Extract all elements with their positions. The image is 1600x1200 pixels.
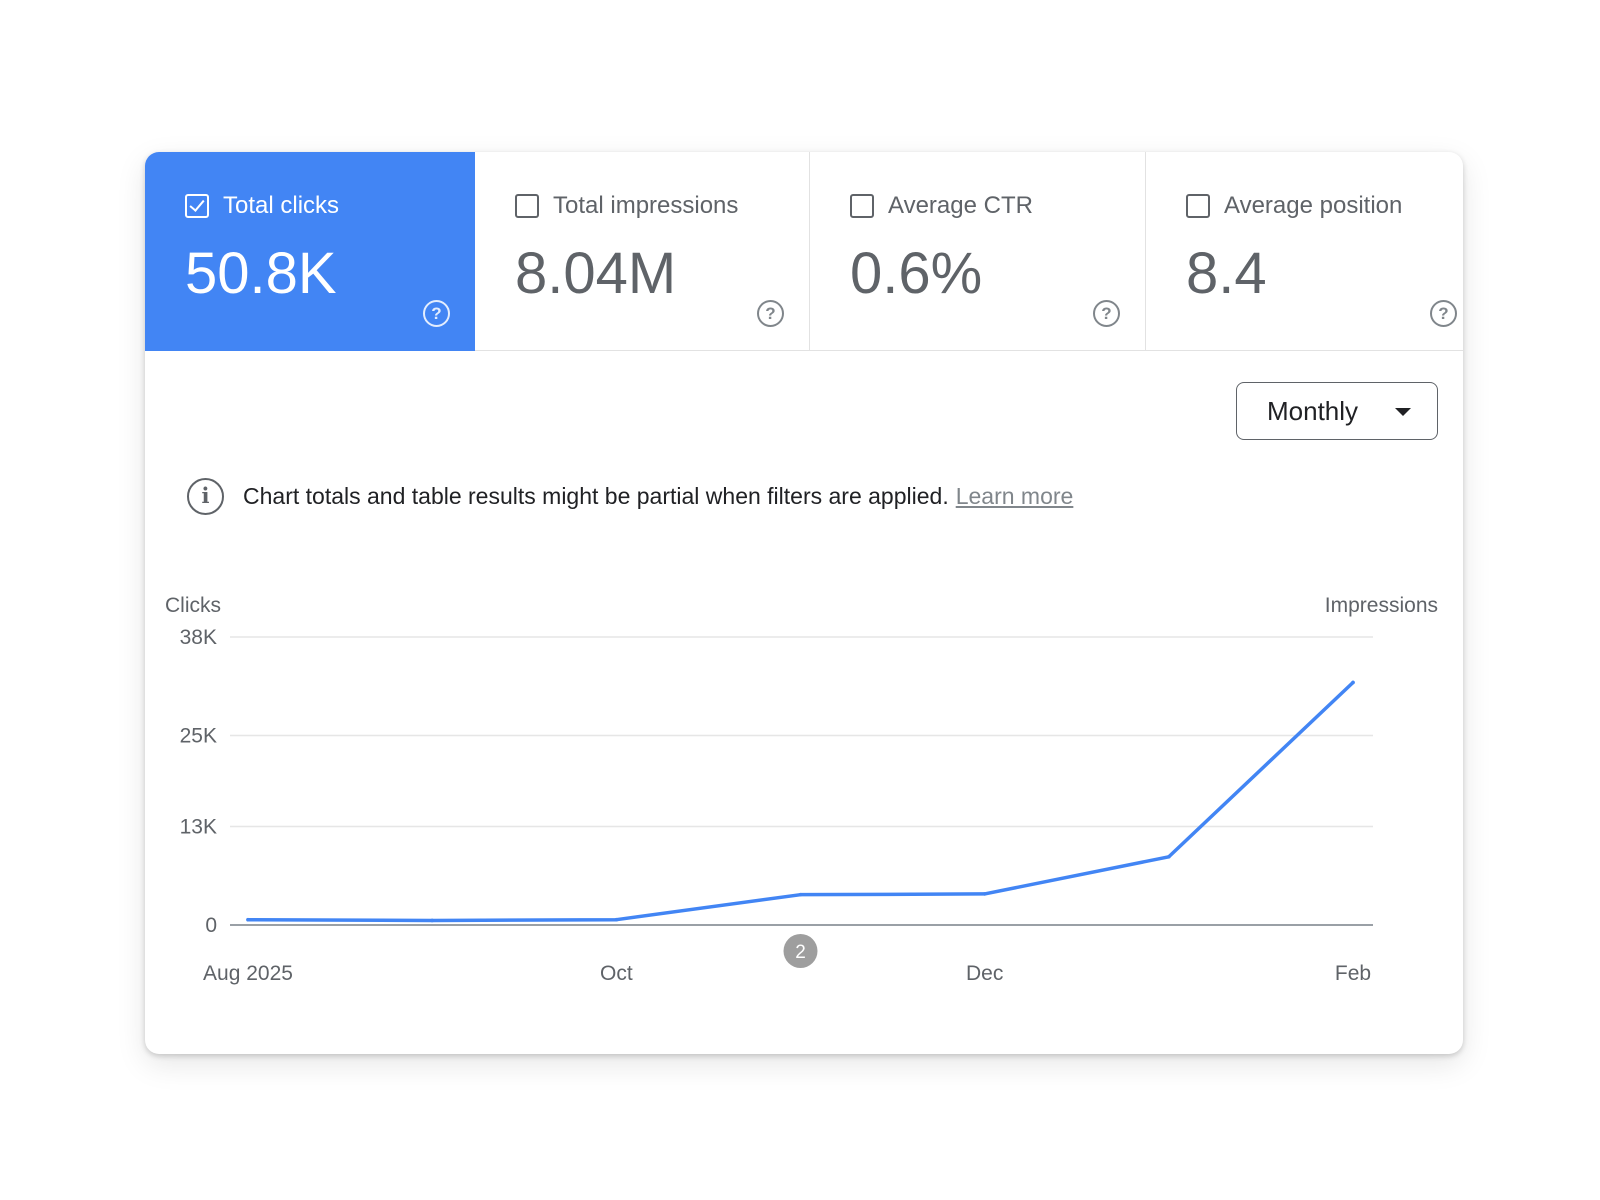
filter-notice: i Chart totals and table results might b… [187, 477, 1073, 515]
data-point [1167, 854, 1171, 859]
metric-tile-total-impressions[interactable]: Total impressions 8.04M ? [475, 152, 810, 351]
data-point [430, 918, 434, 923]
help-circle-icon[interactable]: ? [757, 300, 784, 327]
granularity-dropdown[interactable]: Monthly [1236, 382, 1438, 440]
y-axis-title-left: Clicks [165, 594, 221, 617]
metric-tile-average-position[interactable]: Average position 8.4 ? [1146, 152, 1463, 351]
annotation-marker-label: 2 [795, 942, 806, 963]
performance-card: Total clicks 50.8K ? Total impressions 8… [145, 152, 1463, 1054]
data-point [1351, 680, 1355, 685]
metric-value: 50.8K [185, 241, 337, 306]
data-point [798, 892, 803, 897]
y-tick-label: 25K [180, 725, 217, 748]
metric-label: Total impressions [553, 192, 739, 219]
metric-label: Total clicks [223, 192, 340, 219]
y-tick-label: 0 [205, 914, 217, 937]
data-point [614, 917, 619, 922]
checkbox-unchecked-icon[interactable] [1186, 194, 1210, 218]
metric-tile-total-clicks[interactable]: Total clicks 50.8K ? [145, 152, 475, 351]
data-point [982, 892, 987, 896]
checkbox-checked-icon[interactable] [185, 194, 209, 218]
x-tick-label: Aug 2025 [203, 962, 293, 985]
metric-tiles: Total clicks 50.8K ? Total impressions 8… [145, 152, 1463, 351]
info-icon: i [187, 477, 224, 515]
metric-value: 8.4 [1186, 241, 1267, 306]
x-tick-label: Feb [1335, 962, 1371, 985]
learn-more-link[interactable]: Learn more [955, 482, 1074, 509]
metric-value: 8.04M [515, 241, 677, 306]
annotation-marker [783, 934, 818, 968]
metric-label: Average position [1224, 192, 1403, 219]
clicks-line-chart: Clicks Impressions 0 13K 25K 38K Aug 2025 Oc… [165, 594, 1438, 985]
metric-tile-average-ctr[interactable]: Average CTR 0.6% ? [810, 152, 1146, 351]
checkbox-unchecked-icon[interactable] [850, 194, 874, 218]
metric-label: Average CTR [888, 192, 1033, 219]
metric-value: 0.6% [850, 241, 983, 306]
checkbox-unchecked-icon[interactable] [515, 194, 539, 218]
help-circle-icon[interactable]: ? [1430, 300, 1457, 327]
help-circle-icon[interactable]: ? [423, 300, 450, 327]
y-axis-title-right: Impressions [1325, 594, 1438, 617]
x-tick-label: Dec [966, 962, 1003, 985]
y-tick-label: 38K [180, 626, 217, 649]
arrow-drop-down-icon [1395, 408, 1411, 416]
notice-text: Chart totals and table results might be … [243, 482, 949, 509]
x-tick-label: Oct [600, 962, 633, 985]
y-tick-label: 13K [180, 815, 217, 838]
series-line-clicks [246, 680, 1355, 923]
help-circle-icon[interactable]: ? [1093, 300, 1120, 327]
dropdown-selected-value: Monthly [1267, 395, 1359, 426]
data-point [246, 917, 250, 922]
